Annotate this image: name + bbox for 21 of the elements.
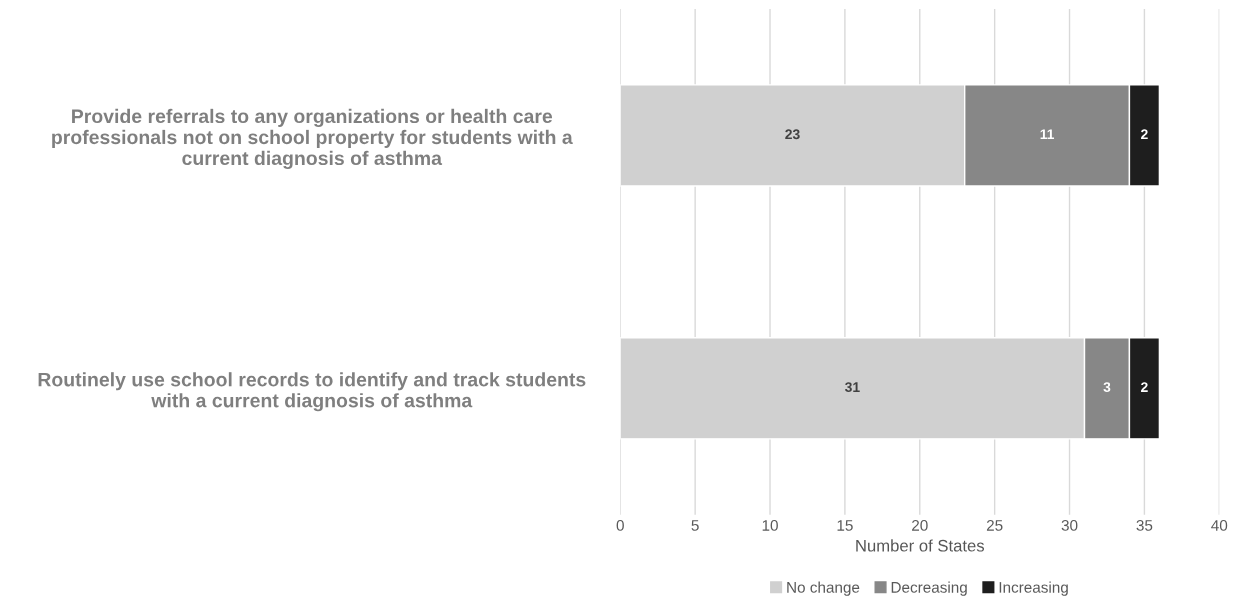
x-tick-label: 30 [1061,519,1078,531]
x-tick-label: 40 [1211,519,1228,531]
data-label: 23 [785,129,800,140]
legend-label: Decreasing [891,581,967,596]
x-tick-label: 10 [762,519,778,531]
data-label: 2 [1141,382,1148,392]
data-label: 31 [844,382,860,393]
x-tick-label: 20 [912,519,928,531]
y-tick-label: Routinely use school records to identify and track students with a current diagnosis of asthma [38,372,586,412]
x-tick-label: 5 [691,520,699,531]
x-tick-label: 0 [616,519,624,531]
legend-label: Increasing [999,581,1068,596]
x-tick-label: 35 [1136,519,1153,531]
data-label: 3 [1103,382,1111,393]
data-label: 2 [1141,129,1148,140]
legend-label: No change [787,581,860,596]
x-tick-label: 25 [986,519,1003,531]
x-tick-label: 15 [837,520,853,531]
x-axis-title: Number of States [856,539,985,552]
y-tick-label: Provide referrals to any organizations or health care professionals not on school property for students with a current diagnosis of asthma [52,108,573,170]
data-label: 11 [1040,129,1055,140]
